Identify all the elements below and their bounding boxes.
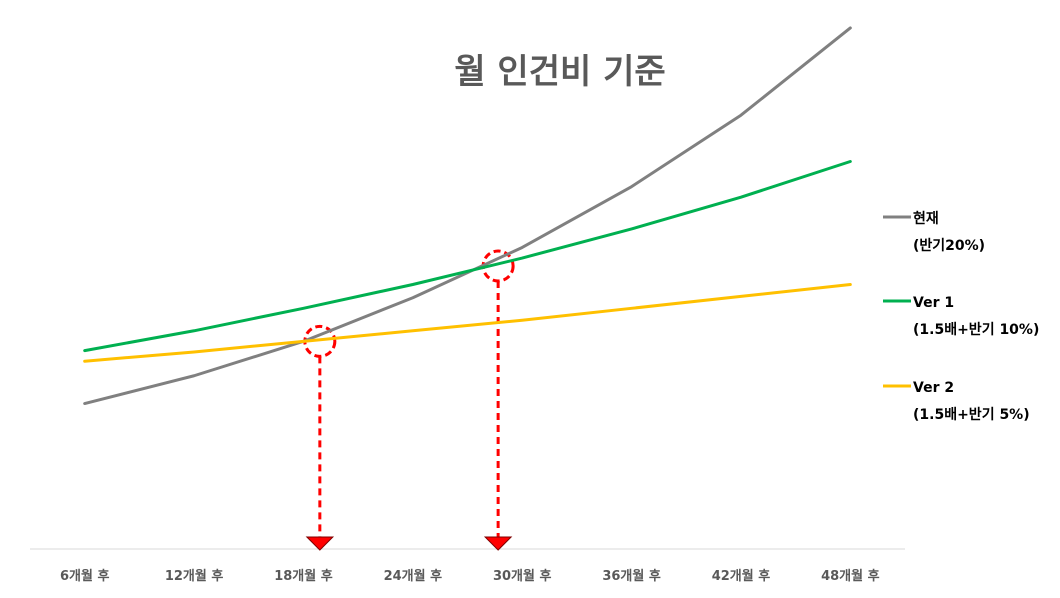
x-tick-label-4: 30개월 후 — [493, 568, 552, 584]
legend-sublabel-hyeonjae: (반기20%) — [913, 237, 985, 254]
x-tick-label-5: 36개월 후 — [602, 568, 661, 584]
crossover-arrowhead-1 — [483, 536, 513, 551]
x-tick-label-3: 24개월 후 — [384, 568, 443, 584]
legend-item-hyeonjae: 현재 (반기20%) — [883, 211, 985, 254]
series-lines — [83, 26, 852, 406]
crossover-arrowhead-0 — [305, 536, 335, 551]
legend-sublabel-ver1: (1.5배+반기 10%) — [913, 321, 1039, 338]
crossover-arrowheads — [305, 536, 513, 551]
legend-label-ver1: Ver 1 — [913, 295, 954, 311]
legend-label-hyeonjae: 현재 — [913, 211, 939, 227]
x-tick-label-1: 12개월 후 — [165, 568, 224, 584]
legend-item-ver2: Ver 2 (1.5배+반기 5%) — [883, 380, 1030, 423]
x-axis-tick-labels: 6개월 후 12개월 후 18개월 후 24개월 후 30개월 후 36개월 후 42개월 … — [60, 568, 880, 584]
legend-sublabel-ver2: (1.5배+반기 5%) — [913, 406, 1030, 423]
x-tick-label-2: 18개월 후 — [274, 568, 333, 584]
legend-item-ver1: Ver 1 (1.5배+반기 10%) — [883, 295, 1039, 338]
chart-title: 월 인건비 기준 — [454, 52, 665, 92]
x-tick-label-0: 6개월 후 — [60, 568, 109, 584]
series-line-ver-1 — [83, 160, 852, 353]
crossover-annotations — [303, 249, 515, 539]
series-line-ver-2 — [83, 283, 852, 363]
legend-label-ver2: Ver 2 — [913, 380, 954, 396]
legend: 현재 (반기20%) Ver 1 (1.5배+반기 10%) Ver 2 (1.… — [883, 211, 1039, 423]
x-tick-label-6: 42개월 후 — [712, 568, 771, 584]
x-tick-label-7: 48개월 후 — [821, 568, 880, 584]
